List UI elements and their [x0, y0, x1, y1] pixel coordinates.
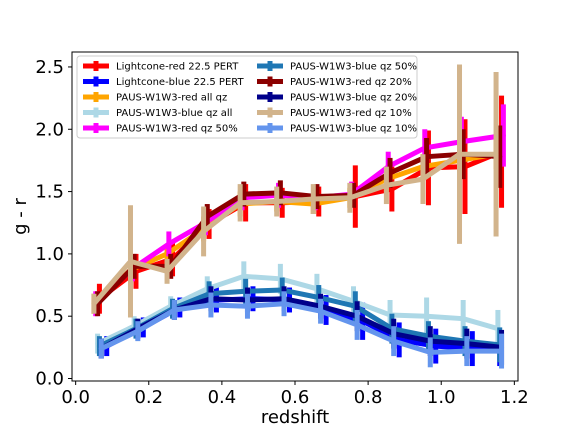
series-6 — [95, 125, 503, 317]
series-9 — [98, 291, 505, 369]
x-tick-label: 0.8 — [354, 387, 383, 408]
y-tick-label: 0.0 — [35, 369, 64, 390]
y-tick-label: 0.5 — [35, 306, 64, 327]
legend-entry-label: PAUS-W1W3-red qz 20% — [290, 77, 412, 88]
series-line — [93, 132, 506, 307]
legend-entry-label: PAUS-W1W3-blue qz 10% — [290, 124, 417, 135]
x-tick-label: 1.0 — [427, 387, 456, 408]
axes: 0.0 0.2 0.4 0.6 0.8 1.0 1.2 0.0 0.5 1.0 1.5 2.0 2.5 — [35, 57, 528, 408]
series-8 — [91, 64, 499, 318]
x-tick-label: 0.4 — [208, 387, 237, 408]
legend-entry-label: Lightcone-blue 22.5 PERT — [116, 77, 244, 88]
x-tick-label: 0.0 — [61, 387, 90, 408]
legend-entry-label: PAUS-W1W3-red qz 10% — [290, 108, 412, 119]
legend-entry-label: PAUS-W1W3-red qz 50% — [116, 124, 238, 135]
legend-box — [76, 55, 418, 139]
y-tick-label: 2.5 — [35, 57, 64, 78]
legend: Lightcone-red 22.5 PERT Lightcone-blue 22… — [76, 55, 418, 139]
series-line — [98, 301, 505, 355]
series-line — [95, 273, 501, 347]
x-tick-label: 0.2 — [134, 387, 163, 408]
x-axis-label: redshift — [261, 407, 329, 428]
legend-entry-label: PAUS-W1W3-blue qz 50% — [290, 62, 417, 73]
series-line — [91, 151, 499, 307]
y-tick-label: 1.0 — [35, 244, 64, 265]
y-axis-label: g - r — [10, 198, 31, 235]
legend-entry-label: PAUS-W1W3-red all qz — [116, 93, 227, 104]
x-tick-label: 0.6 — [281, 387, 310, 408]
x-tick-label: 1.2 — [500, 387, 529, 408]
legend-entry-label: PAUS-W1W3-blue qz all — [116, 108, 232, 119]
legend-entry-label: Lightcone-red 22.5 PERT — [116, 62, 239, 73]
plot-series — [91, 64, 506, 369]
legend-entry-label: PAUS-W1W3-blue qz 20% — [290, 93, 417, 104]
series-line — [96, 149, 505, 302]
y-tick-label: 2.0 — [35, 119, 64, 140]
plot-area — [91, 64, 506, 369]
series-2 — [91, 139, 499, 314]
y-tick-label: 1.5 — [35, 182, 64, 203]
